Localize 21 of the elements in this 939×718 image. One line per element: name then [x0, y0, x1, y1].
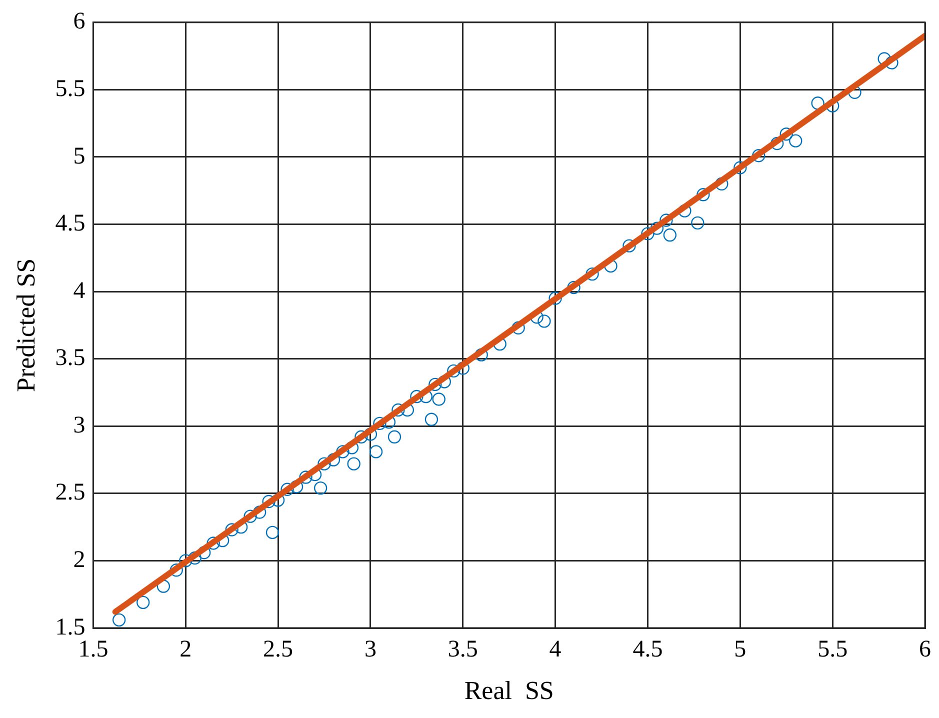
x-tick-label: 6	[919, 636, 931, 663]
y-tick-label: 4.5	[55, 210, 86, 237]
x-tick-label: 3	[364, 636, 376, 663]
x-tick-label: 2	[180, 636, 192, 663]
y-tick-label: 6	[73, 8, 86, 35]
y-axis-title: Predicted SS	[11, 258, 40, 392]
y-tick-label: 2.5	[55, 480, 86, 506]
x-tick-label: 2.5	[263, 636, 294, 663]
y-tick-label: 5	[73, 143, 86, 170]
y-tick-label: 2	[73, 547, 86, 574]
x-tick-label: 5.5	[818, 636, 848, 663]
y-tick-label: 3	[73, 412, 86, 438]
x-tick-label: 4	[549, 636, 562, 663]
x-tick-label: 4.5	[632, 636, 663, 663]
y-tick-label: 1.5	[55, 614, 86, 640]
x-tick-label: 3.5	[448, 636, 478, 663]
y-tick-label: 4	[73, 278, 86, 304]
y-tick-label: 5.5	[55, 76, 86, 102]
x-axis-title: Real SS	[464, 676, 554, 706]
y-tick-label: 3.5	[55, 345, 86, 372]
x-tick-label: 5	[734, 636, 746, 663]
